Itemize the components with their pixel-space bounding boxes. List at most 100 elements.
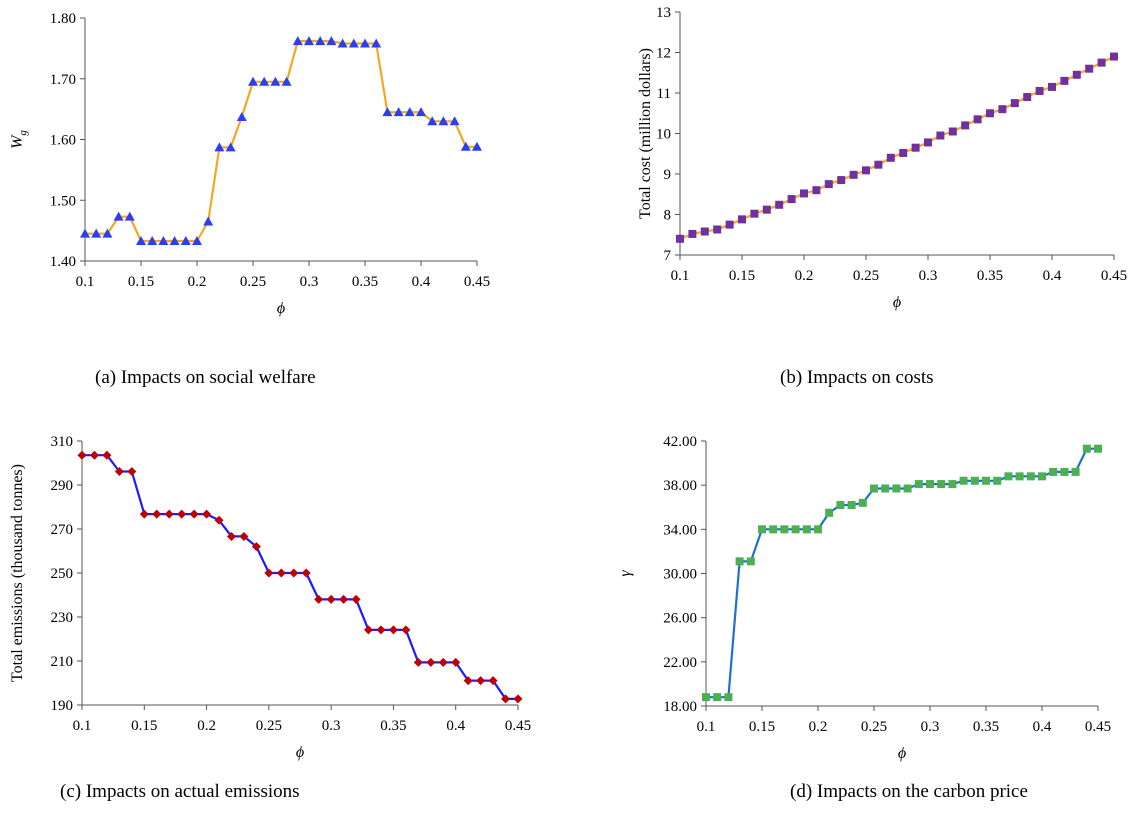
x-tick-label: 0.4 (412, 274, 431, 290)
data-point (791, 525, 800, 534)
data-point (226, 531, 236, 541)
y-tick-label: 30.00 (663, 567, 697, 583)
data-point (315, 36, 326, 46)
data-point (102, 228, 113, 238)
x-tick-label: 0.2 (197, 718, 216, 734)
data-point (899, 148, 908, 157)
x-tick-label: 0.15 (131, 718, 157, 734)
data-point (214, 515, 224, 525)
data-point (1049, 467, 1058, 476)
data-point (688, 229, 697, 238)
data-point (276, 568, 286, 578)
data-point (849, 170, 858, 179)
data-point (1082, 444, 1091, 453)
data-point (1085, 64, 1094, 73)
series-line (706, 447, 1098, 699)
data-point (911, 143, 920, 152)
data-point (158, 235, 169, 245)
data-point (1023, 93, 1032, 102)
x-tick-label: 0.25 (256, 718, 282, 734)
x-tick-label: 0.3 (919, 268, 938, 284)
data-point (348, 38, 359, 48)
data-point (127, 466, 137, 476)
data-point (800, 189, 808, 198)
data-point (364, 625, 374, 635)
x-tick-label: 0.25 (853, 268, 879, 284)
data-point (401, 625, 411, 635)
data-point (337, 38, 348, 48)
data-point (998, 105, 1007, 114)
data-point (189, 509, 199, 519)
y-tick-label: 13 (656, 5, 671, 21)
data-point (948, 480, 957, 489)
data-point (702, 693, 710, 702)
data-point (77, 450, 87, 460)
data-point (152, 509, 162, 519)
data-point (914, 480, 923, 489)
data-point (360, 38, 370, 48)
x-tick-label: 0.1 (76, 274, 95, 290)
data-point (136, 235, 146, 245)
x-tick-label: 0.2 (795, 268, 814, 284)
chart-caption: (b) Impacts on costs (780, 367, 934, 388)
data-point (259, 76, 270, 86)
data-point (812, 186, 821, 195)
data-point (837, 176, 846, 185)
data-point (203, 216, 214, 226)
data-point (376, 625, 386, 635)
data-point (959, 476, 968, 485)
data-point (472, 141, 482, 151)
data-point (413, 657, 423, 667)
data-point (113, 211, 124, 221)
data-point (139, 509, 149, 519)
x-tick-label: 0.1 (73, 718, 92, 734)
x-tick-label: 0.2 (188, 274, 207, 290)
data-point (762, 205, 771, 214)
data-point (1026, 472, 1035, 481)
x-tick-label: 0.45 (464, 274, 490, 290)
data-point (847, 501, 856, 510)
data-point (746, 557, 755, 566)
data-point (264, 568, 274, 578)
x-tick-label: 0.25 (240, 274, 266, 290)
x-tick-label: 0.3 (322, 718, 341, 734)
x-tick-label: 0.35 (352, 274, 378, 290)
y-tick-label: 1.80 (50, 11, 76, 27)
data-point (735, 557, 744, 566)
y-tick-label: 210 (51, 654, 74, 670)
data-point (326, 594, 336, 604)
data-point (936, 131, 945, 140)
data-point (513, 694, 523, 704)
x-tick-label: 0.35 (380, 718, 406, 734)
data-point (973, 115, 982, 124)
x-tick-label: 0.15 (128, 274, 154, 290)
data-point (993, 476, 1002, 485)
data-point (239, 531, 249, 541)
x-tick-label: 0.35 (973, 719, 999, 735)
data-point (961, 121, 970, 130)
data-point (858, 498, 867, 507)
data-point (982, 476, 990, 485)
y-tick-label: 12 (656, 46, 671, 62)
y-axis-label: Wg (9, 130, 29, 149)
data-point (758, 525, 766, 534)
data-point (903, 484, 912, 493)
data-point (236, 112, 247, 122)
data-point (825, 508, 834, 517)
x-tick-label: 0.1 (697, 719, 716, 735)
y-tick-label: 1.50 (50, 193, 76, 209)
x-tick-label: 0.1 (671, 268, 690, 284)
data-point (177, 509, 187, 519)
chart-caption: (c) Impacts on actual emissions (60, 781, 300, 802)
y-tick-label: 9 (664, 167, 672, 183)
x-tick-label: 0.3 (300, 274, 319, 290)
y-tick-label: 10 (656, 127, 671, 143)
data-point (836, 501, 845, 510)
data-point (476, 676, 486, 686)
y-tick-label: 38.00 (663, 478, 697, 494)
data-point (438, 116, 449, 126)
data-point (1072, 70, 1081, 79)
data-point (780, 525, 789, 534)
chart-caption: (d) Impacts on the carbon price (790, 781, 1028, 802)
x-tick-label: 0.4 (1033, 719, 1052, 735)
